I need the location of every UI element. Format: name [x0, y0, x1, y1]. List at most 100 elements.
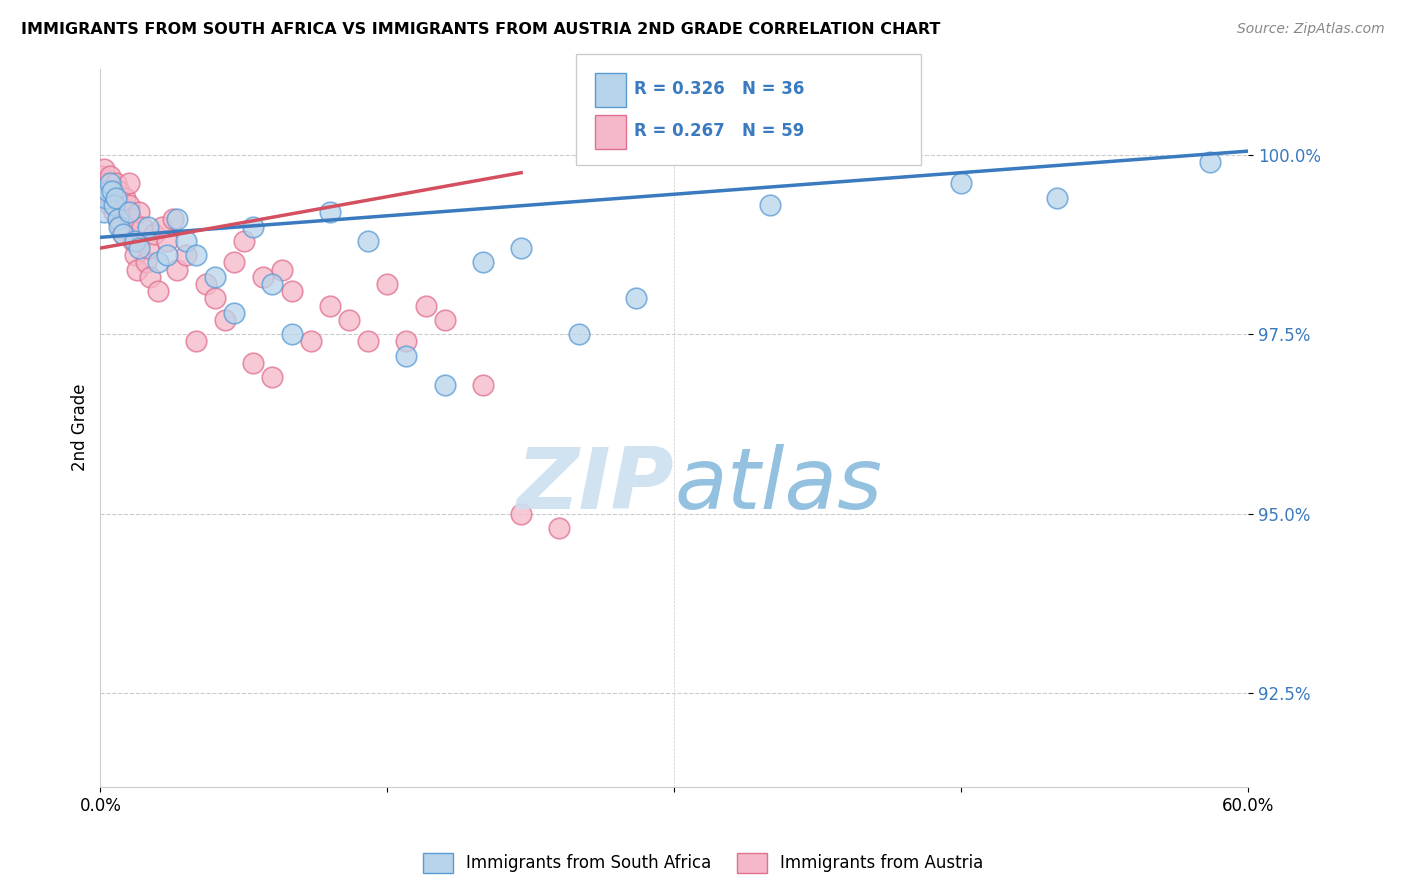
Y-axis label: 2nd Grade: 2nd Grade [72, 384, 89, 472]
Point [93, 205, 115, 219]
Point [204, 292, 226, 306]
Point [242, 219, 264, 234]
Point [101, 184, 124, 198]
Point [156, 234, 179, 248]
Point [624, 292, 647, 306]
Point [103, 205, 125, 219]
Point [98, 198, 121, 212]
Point [950, 177, 973, 191]
Point [146, 255, 169, 269]
Point [94, 177, 117, 191]
Point [395, 349, 418, 363]
Point [184, 248, 207, 262]
Point [139, 269, 162, 284]
Text: IMMIGRANTS FROM SOUTH AFRICA VS IMMIGRANTS FROM AUSTRIA 2ND GRADE CORRELATION CH: IMMIGRANTS FROM SOUTH AFRICA VS IMMIGRAN… [21, 22, 941, 37]
Point [120, 212, 142, 227]
Point [142, 227, 165, 241]
Point [337, 313, 360, 327]
Point [115, 205, 138, 219]
Point [94, 191, 117, 205]
Point [280, 327, 302, 342]
Point [395, 334, 418, 349]
Point [252, 269, 274, 284]
Point [166, 262, 188, 277]
Point [93, 162, 115, 177]
Point [176, 234, 198, 248]
Point [262, 277, 284, 291]
Point [357, 234, 380, 248]
Point [104, 191, 127, 205]
Point [214, 313, 236, 327]
Point [122, 234, 145, 248]
Point [118, 177, 141, 191]
Point [128, 205, 150, 219]
Point [184, 334, 207, 349]
Text: Source: ZipAtlas.com: Source: ZipAtlas.com [1237, 22, 1385, 37]
Point [1198, 155, 1220, 169]
Point [107, 212, 129, 227]
Point [131, 219, 153, 234]
Point [112, 227, 135, 241]
Point [124, 234, 146, 248]
Point [271, 262, 294, 277]
Point [103, 198, 125, 212]
Point [224, 255, 246, 269]
Point [433, 313, 456, 327]
Point [118, 198, 141, 212]
Point [242, 356, 264, 370]
Point [510, 507, 533, 521]
Point [471, 377, 494, 392]
Point [136, 219, 159, 234]
Point [150, 219, 173, 234]
Point [548, 521, 571, 535]
Point [114, 191, 136, 205]
Text: R = 0.326   N = 36: R = 0.326 N = 36 [634, 80, 804, 98]
Point [280, 284, 302, 298]
Point [118, 205, 141, 219]
Point [232, 234, 254, 248]
Point [97, 184, 120, 198]
Point [136, 241, 159, 255]
Point [97, 191, 120, 205]
Point [108, 198, 131, 212]
Point [124, 248, 146, 262]
Point [94, 184, 117, 198]
Point [510, 241, 533, 255]
Point [101, 184, 124, 198]
Point [166, 212, 188, 227]
Point [415, 299, 437, 313]
Point [146, 284, 169, 298]
Point [135, 255, 157, 269]
Point [162, 212, 184, 227]
Point [108, 184, 131, 198]
Text: ZIP: ZIP [516, 443, 673, 526]
Point [262, 370, 284, 384]
Point [112, 227, 135, 241]
Point [108, 219, 131, 234]
Point [128, 241, 150, 255]
Point [91, 169, 114, 184]
Point [104, 177, 127, 191]
Point [433, 377, 456, 392]
Point [224, 306, 246, 320]
Point [567, 327, 589, 342]
Point [194, 277, 217, 291]
Point [471, 255, 494, 269]
Point [104, 191, 127, 205]
Point [1046, 191, 1069, 205]
Text: atlas: atlas [673, 443, 882, 526]
Point [375, 277, 398, 291]
Point [98, 177, 121, 191]
Point [319, 299, 342, 313]
Point [204, 269, 226, 284]
Point [759, 198, 782, 212]
Text: R = 0.267   N = 59: R = 0.267 N = 59 [634, 122, 804, 140]
Point [110, 219, 132, 234]
Point [299, 334, 322, 349]
Point [357, 334, 380, 349]
Point [156, 248, 179, 262]
Point [128, 234, 150, 248]
Point [107, 212, 129, 227]
Point [98, 169, 121, 184]
Legend: Immigrants from South Africa, Immigrants from Austria: Immigrants from South Africa, Immigrants… [416, 847, 990, 880]
